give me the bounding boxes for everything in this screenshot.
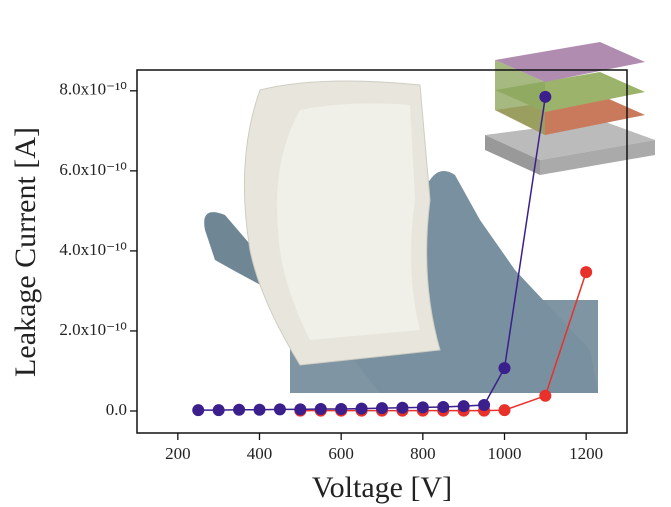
- data-point: [192, 404, 204, 416]
- data-point: [335, 403, 347, 415]
- data-point: [396, 402, 408, 414]
- film-highlight: [277, 103, 420, 340]
- data-point: [539, 91, 551, 103]
- data-point: [499, 362, 511, 374]
- y-tick-label: 0.0: [106, 400, 127, 419]
- x-tick-label: 800: [410, 444, 436, 463]
- data-point: [580, 266, 592, 278]
- y-tick-label: 2.0x10⁻¹⁰: [59, 320, 127, 339]
- data-point: [539, 390, 551, 402]
- x-axis-title: Voltage [V]: [312, 471, 452, 504]
- y-tick-label: 8.0x10⁻¹⁰: [59, 80, 127, 99]
- data-point: [294, 403, 306, 415]
- data-point: [233, 404, 245, 416]
- data-point: [376, 402, 388, 414]
- data-point: [315, 403, 327, 415]
- data-point: [254, 404, 266, 416]
- y-tick-label: 6.0x10⁻¹⁰: [59, 160, 127, 179]
- x-tick-label: 400: [247, 444, 273, 463]
- data-point: [213, 404, 225, 416]
- x-tick-label: 600: [328, 444, 354, 463]
- data-point: [356, 403, 368, 415]
- data-point: [437, 401, 449, 413]
- structure-inset: [485, 42, 655, 175]
- y-axis-title: Leakage Current [A]: [9, 127, 42, 377]
- data-point: [499, 404, 511, 416]
- data-point: [417, 401, 429, 413]
- x-tick-label: 1200: [569, 444, 603, 463]
- x-tick-label: 1000: [488, 444, 522, 463]
- data-point: [274, 403, 286, 415]
- x-tick-label: 200: [165, 444, 191, 463]
- chart: Voltage [V] Leakage Current [A] 200 400 60…: [0, 0, 671, 507]
- data-point: [458, 400, 470, 412]
- y-tick-label: 4.0x10⁻¹⁰: [59, 240, 127, 259]
- data-point: [478, 399, 490, 411]
